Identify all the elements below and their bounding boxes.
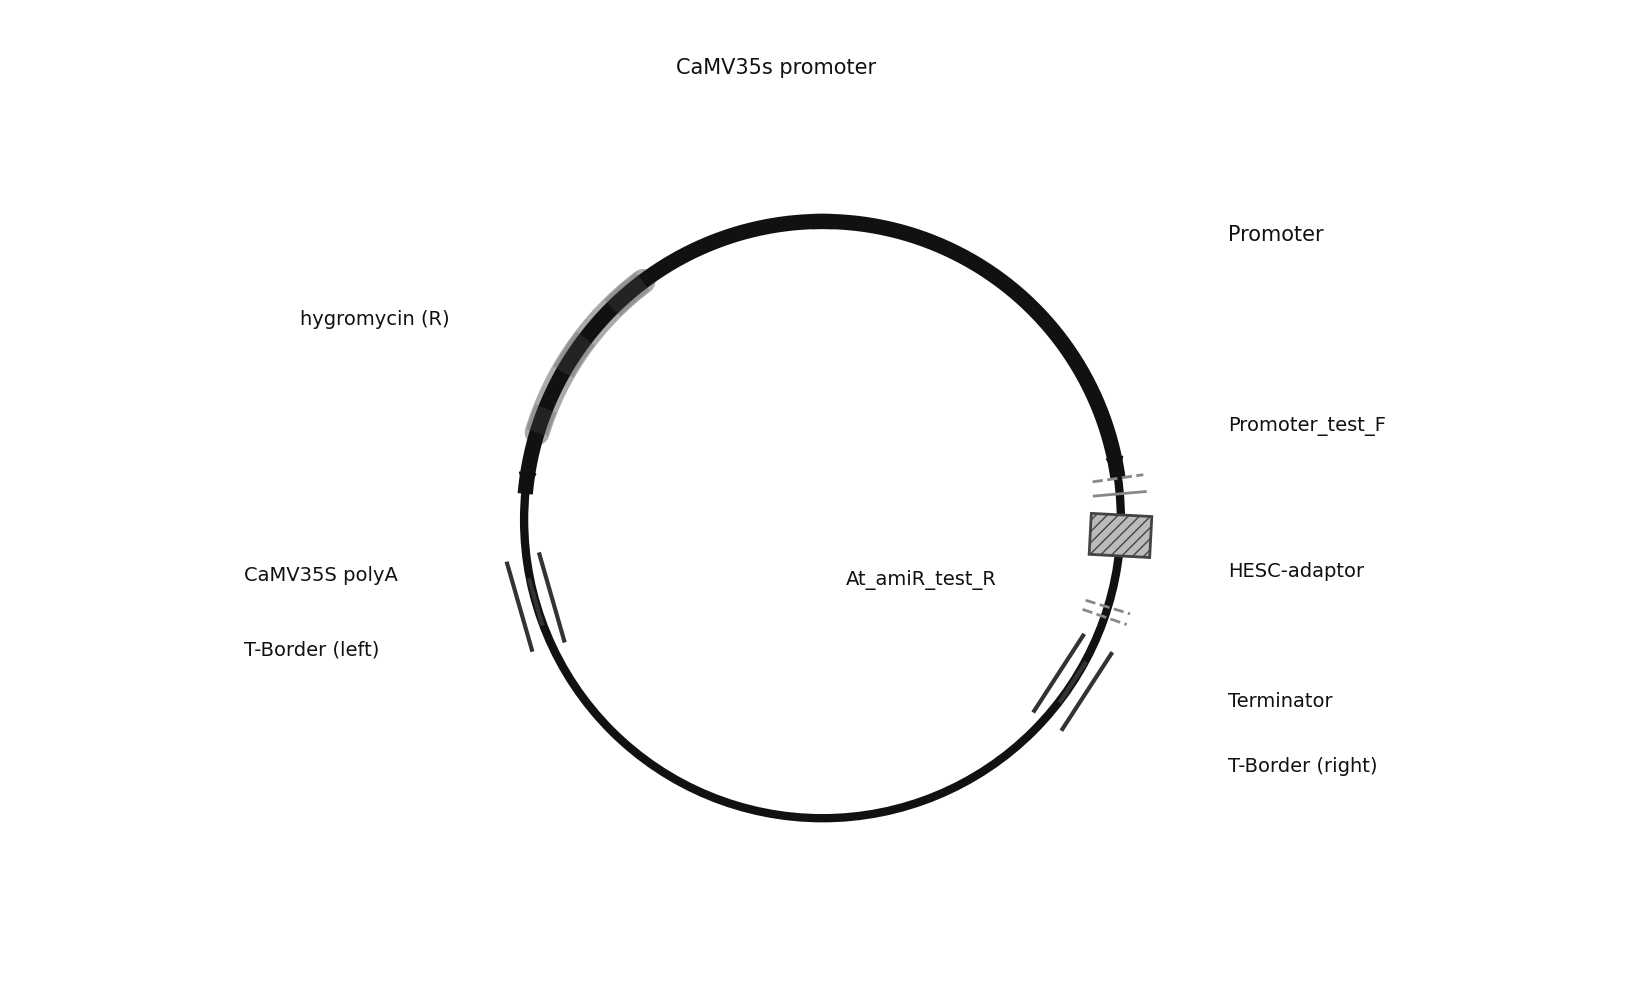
Text: At_amiR_test_R: At_amiR_test_R	[846, 570, 997, 591]
Text: CaMV35S polyA: CaMV35S polyA	[245, 566, 398, 585]
Text: Promoter: Promoter	[1229, 225, 1324, 245]
Text: T-Border (left): T-Border (left)	[245, 640, 380, 660]
Text: hygromycin (R): hygromycin (R)	[301, 310, 451, 329]
Text: T-Border (right): T-Border (right)	[1229, 758, 1377, 777]
Text: HESC-adaptor: HESC-adaptor	[1229, 562, 1364, 581]
Text: Promoter_test_F: Promoter_test_F	[1229, 417, 1387, 436]
Text: Terminator: Terminator	[1229, 692, 1332, 711]
Polygon shape	[1089, 513, 1151, 557]
Text: CaMV35s promoter: CaMV35s promoter	[676, 58, 875, 77]
